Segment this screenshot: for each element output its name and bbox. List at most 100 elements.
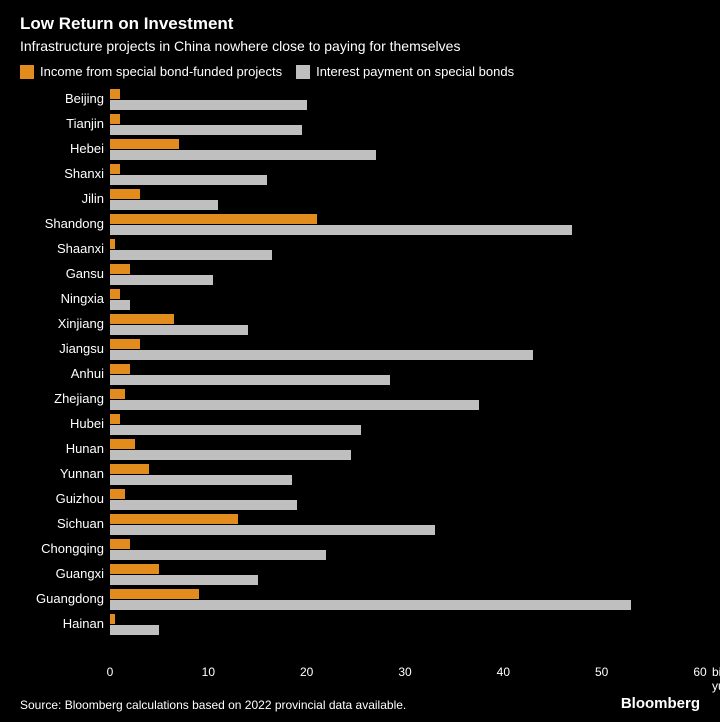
bar-income <box>110 589 199 599</box>
bar-interest <box>110 625 159 635</box>
bar-income <box>110 414 120 424</box>
category-label: Yunnan <box>20 462 110 486</box>
legend-item-income: Income from special bond-funded projects <box>20 64 282 79</box>
bar-income <box>110 114 120 124</box>
category-label: Anhui <box>20 362 110 386</box>
bar-income <box>110 189 140 199</box>
category-label: Xinjiang <box>20 312 110 336</box>
category-label: Guangxi <box>20 562 110 586</box>
row-bars <box>110 437 700 461</box>
category-label: Hubei <box>20 412 110 436</box>
bar-income <box>110 139 179 149</box>
bar-interest <box>110 150 376 160</box>
data-row: Gansu <box>20 262 700 286</box>
row-bars <box>110 462 700 486</box>
bar-income <box>110 489 125 499</box>
x-tick-label: 20 <box>300 665 313 679</box>
category-label: Tianjin <box>20 112 110 136</box>
category-label: Chongqing <box>20 537 110 561</box>
data-row: Hunan <box>20 437 700 461</box>
category-label: Jilin <box>20 187 110 211</box>
row-bars <box>110 162 700 186</box>
category-label: Gansu <box>20 262 110 286</box>
x-tick-label: 10 <box>202 665 215 679</box>
bar-interest <box>110 375 390 385</box>
data-row: Shaanxi <box>20 237 700 261</box>
data-row: Guangxi <box>20 562 700 586</box>
data-row: Zhejiang <box>20 387 700 411</box>
category-label: Shaanxi <box>20 237 110 261</box>
data-row: Guizhou <box>20 487 700 511</box>
category-label: Ningxia <box>20 287 110 311</box>
row-bars <box>110 362 700 386</box>
bar-income <box>110 314 174 324</box>
bar-income <box>110 364 130 374</box>
bar-interest <box>110 200 218 210</box>
bar-interest <box>110 125 302 135</box>
row-bars <box>110 237 700 261</box>
category-label: Hebei <box>20 137 110 161</box>
row-bars <box>110 487 700 511</box>
bar-interest <box>110 400 479 410</box>
bar-income <box>110 389 125 399</box>
category-label: Beijing <box>20 87 110 111</box>
bar-income <box>110 239 115 249</box>
bar-income <box>110 289 120 299</box>
bar-income <box>110 439 135 449</box>
bar-interest <box>110 500 297 510</box>
data-row: Tianjin <box>20 112 700 136</box>
bar-income <box>110 464 149 474</box>
data-row: Hainan <box>20 612 700 636</box>
data-row: Hubei <box>20 412 700 436</box>
x-tick-label: 50 <box>595 665 608 679</box>
legend-label-interest: Interest payment on special bonds <box>316 64 514 79</box>
category-label: Hunan <box>20 437 110 461</box>
bar-income <box>110 89 120 99</box>
chart-legend: Income from special bond-funded projects… <box>20 64 700 79</box>
data-row: Xinjiang <box>20 312 700 336</box>
chart-title: Low Return on Investment <box>20 14 700 34</box>
category-label: Sichuan <box>20 512 110 536</box>
bar-interest <box>110 300 130 310</box>
row-bars <box>110 187 700 211</box>
row-bars <box>110 537 700 561</box>
bar-interest <box>110 325 248 335</box>
bar-interest <box>110 225 572 235</box>
category-label: Hainan <box>20 612 110 636</box>
bar-income <box>110 339 140 349</box>
legend-swatch-income <box>20 65 34 79</box>
data-row: Anhui <box>20 362 700 386</box>
row-bars <box>110 562 700 586</box>
bar-interest <box>110 250 272 260</box>
data-row: Ningxia <box>20 287 700 311</box>
legend-label-income: Income from special bond-funded projects <box>40 64 282 79</box>
row-bars <box>110 212 700 236</box>
data-row: Beijing <box>20 87 700 111</box>
row-bars <box>110 587 700 611</box>
chart-plot: BeijingTianjinHebeiShanxiJilinShandongSh… <box>20 87 700 661</box>
row-bars <box>110 262 700 286</box>
row-bars <box>110 87 700 111</box>
bar-income <box>110 214 317 224</box>
row-bars <box>110 612 700 636</box>
chart-subtitle: Infrastructure projects in China nowhere… <box>20 38 700 54</box>
data-row: Shandong <box>20 212 700 236</box>
legend-item-interest: Interest payment on special bonds <box>296 64 514 79</box>
bar-interest <box>110 350 533 360</box>
row-bars <box>110 137 700 161</box>
source-text: Source: Bloomberg calculations based on … <box>20 698 406 712</box>
data-row: Guangdong <box>20 587 700 611</box>
bar-interest <box>110 575 258 585</box>
category-label: Guizhou <box>20 487 110 511</box>
row-bars <box>110 312 700 336</box>
bar-interest <box>110 475 292 485</box>
data-row: Shanxi <box>20 162 700 186</box>
bar-income <box>110 514 238 524</box>
row-bars <box>110 337 700 361</box>
legend-swatch-interest <box>296 65 310 79</box>
bar-interest <box>110 275 213 285</box>
x-axis: 0102030405060billion yuan <box>20 663 700 683</box>
bar-interest <box>110 425 361 435</box>
data-row: Yunnan <box>20 462 700 486</box>
bar-interest <box>110 100 307 110</box>
